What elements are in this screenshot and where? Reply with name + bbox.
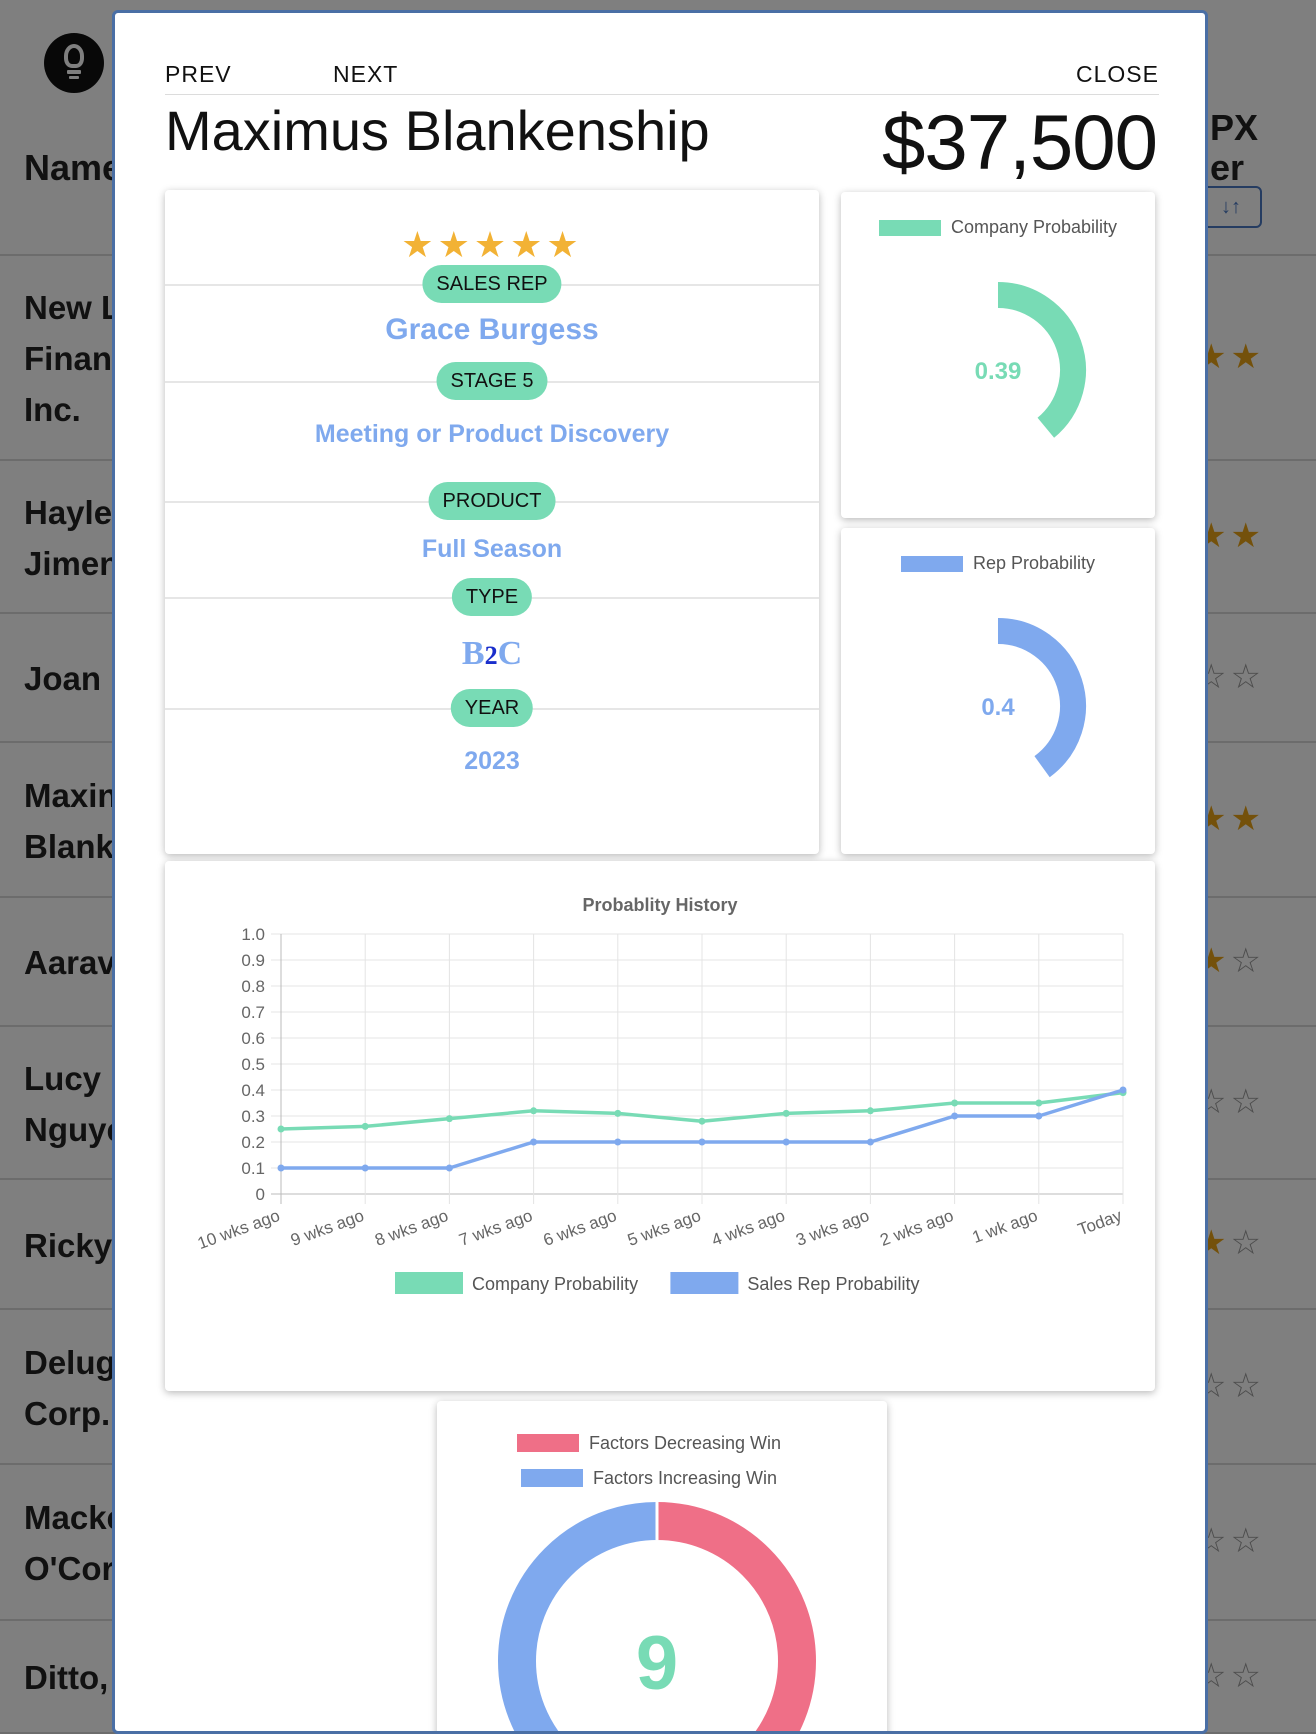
rep-probability-legend[interactable]: Rep Probability <box>841 553 1155 574</box>
deal-name-title: Maximus Blankenship <box>165 99 710 162</box>
legend-swatch <box>670 1272 739 1294</box>
win-factors-card: Factors Decreasing Win Factors Increasing… <box>437 1401 887 1731</box>
data-point <box>530 1107 538 1115</box>
legend-label: Sales Rep Probability <box>747 1274 919 1294</box>
deal-detail-modal: PREV NEXT CLOSE Maximus Blankenship $37,… <box>112 10 1208 1734</box>
x-tick-label: 9 wks ago <box>288 1206 366 1250</box>
data-point <box>614 1109 622 1117</box>
data-point <box>614 1138 622 1146</box>
data-point <box>530 1138 538 1146</box>
x-tick-label: 2 wks ago <box>878 1206 956 1250</box>
company-probability-gauge: 0.39 <box>975 282 1086 438</box>
data-point <box>361 1164 369 1172</box>
legend-label: Factors Decreasing Win <box>589 1433 781 1453</box>
y-tick-label: 0.6 <box>241 1029 265 1048</box>
legend-swatch <box>395 1272 463 1294</box>
product-label-pill: PRODUCT <box>428 482 556 520</box>
x-tick-label: 7 wks ago <box>457 1206 535 1250</box>
data-point <box>445 1164 453 1172</box>
data-point <box>782 1109 790 1117</box>
star-icon[interactable]: ★ <box>437 224 474 265</box>
data-point <box>866 1107 874 1115</box>
data-point <box>951 1099 959 1107</box>
svg-text:B2C: B2C <box>462 635 522 672</box>
sales-rep-name: Grace Burgess <box>385 313 599 346</box>
x-tick-label: 1 wk ago <box>970 1206 1040 1247</box>
y-tick-label: 0 <box>256 1185 265 1204</box>
factors-count: 9 <box>636 1621 678 1706</box>
star-icon[interactable]: ★ <box>546 224 583 265</box>
data-point <box>277 1125 285 1133</box>
stage-label-pill: STAGE 5 <box>436 362 548 400</box>
year-label-pill: YEAR <box>450 689 534 727</box>
legend-swatch <box>521 1469 583 1487</box>
data-point <box>445 1115 453 1123</box>
rep-probability-card: Rep Probability 0.4 <box>841 528 1155 854</box>
data-point <box>1035 1099 1043 1107</box>
x-tick-label: 8 wks ago <box>372 1206 450 1250</box>
legend-label: Company Probability <box>472 1274 638 1294</box>
data-point <box>698 1117 706 1125</box>
chart-title: Probablity History <box>582 895 737 915</box>
x-tick-label: 5 wks ago <box>625 1206 703 1250</box>
legend-label: Factors Increasing Win <box>593 1468 777 1488</box>
rep-probability-gauge: 0.4 <box>981 618 1086 778</box>
star-icon[interactable]: ★ <box>510 224 547 265</box>
legend-swatch <box>517 1434 579 1452</box>
deal-info-card: ★★★★★ SALES REP Grace Burgess STAGE 5 Me… <box>165 190 819 854</box>
x-tick-label: Today <box>1075 1206 1125 1240</box>
x-tick-label: 6 wks ago <box>541 1206 619 1250</box>
doughnut-segment-increasing <box>498 1502 658 1731</box>
next-button[interactable]: NEXT <box>333 61 399 87</box>
win-factors-doughnut: Factors Decreasing Win Factors Increasing… <box>498 1433 816 1731</box>
data-point <box>866 1138 874 1146</box>
y-tick-label: 0.5 <box>241 1055 265 1074</box>
rating-stars[interactable]: ★★★★★ <box>165 224 819 266</box>
year-value: 2023 <box>464 747 520 775</box>
y-tick-label: 0.4 <box>241 1081 265 1100</box>
y-tick-label: 0.7 <box>241 1003 265 1022</box>
deal-amount: $37,500 <box>882 98 1158 186</box>
type-label-pill: TYPE <box>451 578 533 616</box>
probability-history-chart: Probablity History 0 0.1 0.2 0.3 0.4 0.5 0.6 0.7… <box>195 895 1127 1294</box>
data-point <box>951 1112 959 1120</box>
y-tick-label: 0.8 <box>241 977 265 996</box>
y-tick-label: 0.9 <box>241 951 265 970</box>
b2c-logo: B2C <box>165 630 819 679</box>
modal-nav-bar: PREV NEXT CLOSE <box>165 49 1159 95</box>
data-point <box>277 1164 285 1172</box>
data-point <box>361 1122 369 1130</box>
x-tick-label: 4 wks ago <box>709 1206 787 1250</box>
doughnut-segment-decreasing <box>656 1502 816 1731</box>
x-tick-label: 3 wks ago <box>793 1206 871 1250</box>
y-tick-label: 1.0 <box>241 925 265 944</box>
legend-swatch <box>878 220 941 237</box>
probability-history-card: Probablity History 0 0.1 0.2 0.3 0.4 0.5 0.6 0.7… <box>165 861 1155 1391</box>
close-button[interactable]: CLOSE <box>1076 61 1159 87</box>
star-icon[interactable]: ★ <box>401 224 438 265</box>
x-tick-label: 10 wks ago <box>195 1206 282 1253</box>
data-point <box>1035 1112 1043 1120</box>
company-probability-legend[interactable]: Company Probability <box>841 217 1155 238</box>
prev-button[interactable]: PREV <box>165 61 232 87</box>
star-icon[interactable]: ★ <box>473 224 511 265</box>
sales-rep-label-pill: SALES REP <box>422 265 562 303</box>
svg-text:0.4: 0.4 <box>981 694 1015 721</box>
legend-swatch <box>900 556 963 573</box>
data-point <box>1119 1086 1127 1094</box>
stage-name: Meeting or Product Discovery <box>314 420 670 448</box>
data-point <box>698 1138 706 1146</box>
y-tick-label: 0.3 <box>241 1107 265 1126</box>
data-point <box>782 1138 790 1146</box>
product-name: Full Season <box>421 535 563 563</box>
company-probability-card: Company Probability 0.39 <box>841 192 1155 518</box>
svg-text:0.39: 0.39 <box>975 358 1022 385</box>
y-tick-label: 0.1 <box>241 1159 265 1178</box>
y-tick-label: 0.2 <box>241 1133 265 1152</box>
